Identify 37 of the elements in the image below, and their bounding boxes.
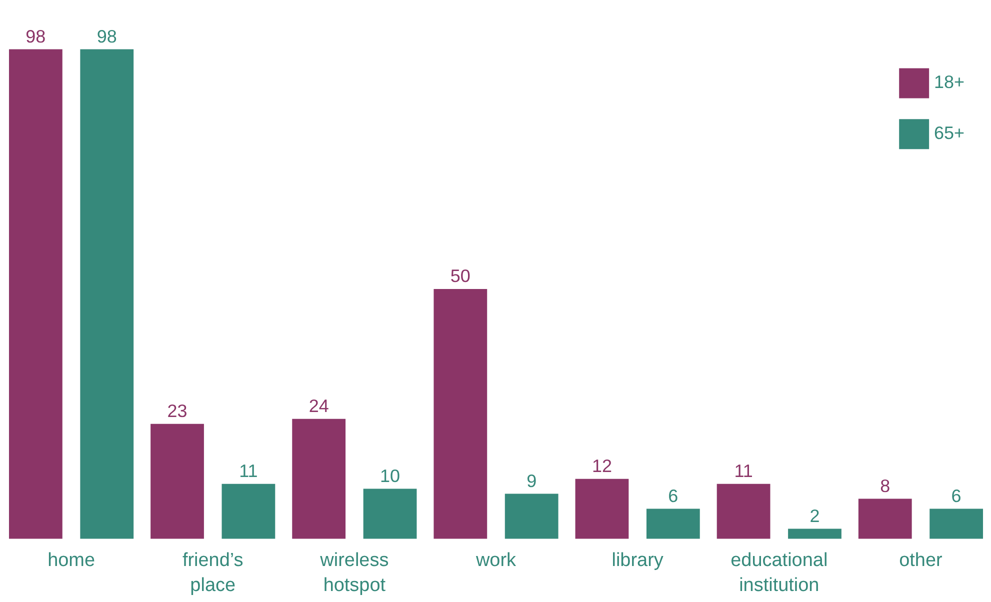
data-label: 6 bbox=[951, 486, 962, 506]
legend-label: 18+ bbox=[934, 72, 965, 92]
bar bbox=[150, 424, 204, 539]
bar bbox=[646, 508, 700, 539]
bar bbox=[575, 478, 629, 539]
x-tick-label: library bbox=[612, 550, 664, 572]
x-tick-label: work bbox=[474, 550, 517, 572]
x-tick-label: friend’s place bbox=[182, 550, 244, 596]
bar bbox=[222, 484, 276, 539]
bar bbox=[858, 498, 912, 539]
x-tick-label: educational institution bbox=[730, 550, 828, 596]
bar bbox=[80, 49, 134, 539]
x-tick-label: wireless hotspot bbox=[319, 550, 389, 596]
bar bbox=[8, 49, 62, 539]
legend-label: 65+ bbox=[934, 123, 965, 144]
data-label: 10 bbox=[380, 466, 400, 486]
x-tick-label: other bbox=[899, 550, 942, 572]
bar bbox=[363, 488, 417, 539]
x-tick-label: home bbox=[48, 550, 96, 572]
bar bbox=[292, 418, 346, 539]
bar bbox=[930, 508, 984, 539]
data-label: 98 bbox=[26, 26, 46, 46]
data-label: 23 bbox=[167, 400, 188, 421]
data-label: 50 bbox=[450, 266, 470, 286]
bar bbox=[788, 528, 842, 539]
bar bbox=[434, 289, 488, 539]
data-label: 9 bbox=[526, 470, 537, 491]
data-label: 8 bbox=[880, 476, 890, 496]
bar bbox=[716, 484, 770, 539]
data-label: 12 bbox=[592, 456, 612, 476]
data-label: 98 bbox=[96, 26, 117, 46]
data-label: 6 bbox=[668, 486, 678, 506]
data-label: 2 bbox=[810, 506, 820, 526]
data-label: 11 bbox=[734, 460, 753, 481]
bar bbox=[504, 494, 558, 539]
data-label: 24 bbox=[308, 396, 329, 416]
data-label: 11 bbox=[239, 460, 258, 481]
